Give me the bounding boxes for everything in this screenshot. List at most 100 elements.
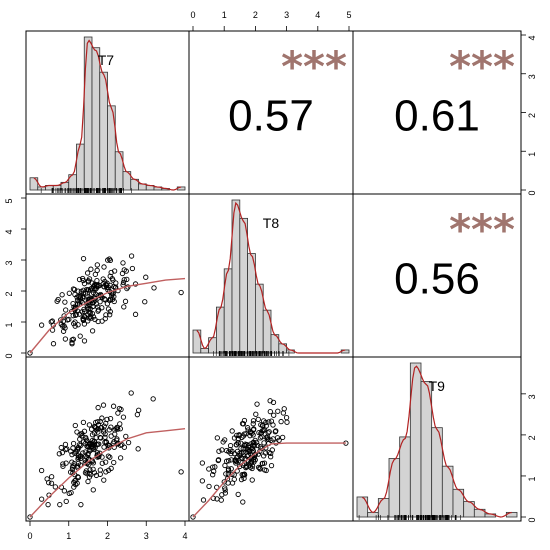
scatter-point — [61, 313, 67, 319]
scatter-point — [72, 291, 78, 298]
scatter-point — [68, 448, 74, 454]
scatter-point — [60, 328, 67, 334]
scatter-point — [233, 457, 239, 463]
scatter-point — [55, 296, 61, 303]
significance-stars: *** — [449, 42, 515, 91]
scatter-point — [82, 453, 89, 459]
histogram-bar — [192, 329, 202, 354]
histogram-bar — [107, 105, 116, 191]
scatter-panel-t8-t9 — [190, 398, 349, 520]
scatter-point — [38, 322, 45, 328]
scatter-point — [244, 425, 251, 431]
axis-tick-label: 0 — [190, 10, 195, 20]
scatter-point — [117, 455, 124, 461]
scatter-point — [215, 457, 222, 463]
scatter-point — [80, 419, 87, 426]
scatter-point — [262, 450, 269, 456]
scatter-point — [97, 471, 103, 477]
scatter-point — [66, 290, 72, 296]
density-curve — [196, 201, 346, 354]
scatter-point — [110, 440, 116, 446]
scatter-point — [63, 460, 69, 466]
scatter-point — [278, 418, 284, 425]
correlation-value: 0.56 — [394, 255, 480, 304]
scatter-point — [221, 479, 227, 485]
scatter-point — [97, 467, 103, 473]
scatter-point — [151, 285, 157, 291]
scatter-point — [260, 460, 266, 467]
scatter-point — [223, 471, 229, 477]
scatter-point — [124, 276, 130, 283]
scatter-point — [70, 286, 77, 292]
scatter-point — [87, 310, 93, 316]
axis-tick-label: 1 — [527, 476, 537, 481]
axis-tick-label: 3 — [4, 260, 14, 265]
scatter-point — [229, 480, 236, 486]
right-axis-top: 0 1 2 3 4 — [521, 34, 537, 196]
scatter-point — [109, 292, 115, 298]
scatter-point — [115, 410, 121, 416]
scatter-point — [89, 291, 95, 297]
scatter-point — [241, 475, 247, 482]
histogram-bar — [83, 36, 93, 191]
scatter-point — [248, 441, 254, 447]
scatter-point — [237, 463, 243, 470]
scatter-point — [244, 453, 250, 459]
scatter-point — [281, 406, 287, 412]
scatter-point — [103, 312, 109, 318]
scatter-point — [95, 308, 101, 314]
scatter-point — [89, 280, 95, 286]
scatter-point — [216, 448, 222, 454]
top-axis: 0 1 2 3 4 5 — [190, 10, 352, 31]
scatter-point — [235, 491, 241, 498]
scatter-point — [106, 427, 113, 433]
scatter-point — [229, 428, 235, 434]
scatter-point — [91, 438, 97, 445]
axis-tick-label: 1 — [4, 322, 14, 327]
scatter-point — [114, 436, 120, 442]
scatter-point — [214, 484, 220, 490]
scatter-point — [231, 435, 238, 441]
scatter-point — [107, 257, 114, 264]
scatter-point — [58, 321, 64, 327]
scatter-point — [44, 476, 50, 482]
scatter-point — [222, 485, 228, 491]
left-axis: 0 1 2 3 4 5 — [4, 197, 26, 359]
scatter-point — [225, 467, 232, 473]
axis-tick-label: 3 — [527, 394, 537, 399]
smooth-line — [29, 428, 186, 518]
scatter-point — [86, 441, 93, 447]
scatter-point — [132, 281, 139, 287]
scatter-point — [105, 467, 112, 473]
scatter-point — [76, 276, 83, 283]
scatter-point — [89, 328, 96, 334]
scatter-point — [87, 314, 94, 320]
histogram-bar — [247, 253, 256, 354]
scatter-point — [59, 449, 65, 456]
scatter-point — [94, 442, 100, 448]
scatter-point — [79, 433, 85, 439]
scatter-point — [71, 321, 77, 327]
outer-axes-group: 0 1 2 3 4 5 0 1 2 3 4 0 1 2 3 4 5 0 1 2 3 4 0 1 2 3 — [4, 10, 537, 541]
scatter-point — [103, 459, 109, 465]
scatter-point — [178, 289, 184, 296]
scatter-point — [257, 466, 263, 472]
scatter-point — [228, 450, 234, 457]
scatter-point — [95, 404, 101, 411]
scatter-point — [222, 487, 228, 493]
scatter-point — [228, 466, 234, 472]
scatter-point — [257, 444, 264, 450]
scatter-point — [265, 430, 271, 436]
scatter-point — [90, 487, 96, 493]
scatter-point — [273, 428, 279, 434]
scatter-point — [92, 281, 98, 288]
scatter-point — [78, 502, 84, 508]
axis-tick-label: 2 — [527, 113, 537, 118]
scatter-point — [27, 514, 33, 520]
scatter-point — [268, 450, 274, 457]
scatter-point — [222, 490, 229, 496]
histogram-bar — [91, 47, 101, 191]
scatter-point — [64, 446, 70, 452]
scatter-point — [70, 445, 76, 451]
scatter-point — [49, 474, 55, 480]
